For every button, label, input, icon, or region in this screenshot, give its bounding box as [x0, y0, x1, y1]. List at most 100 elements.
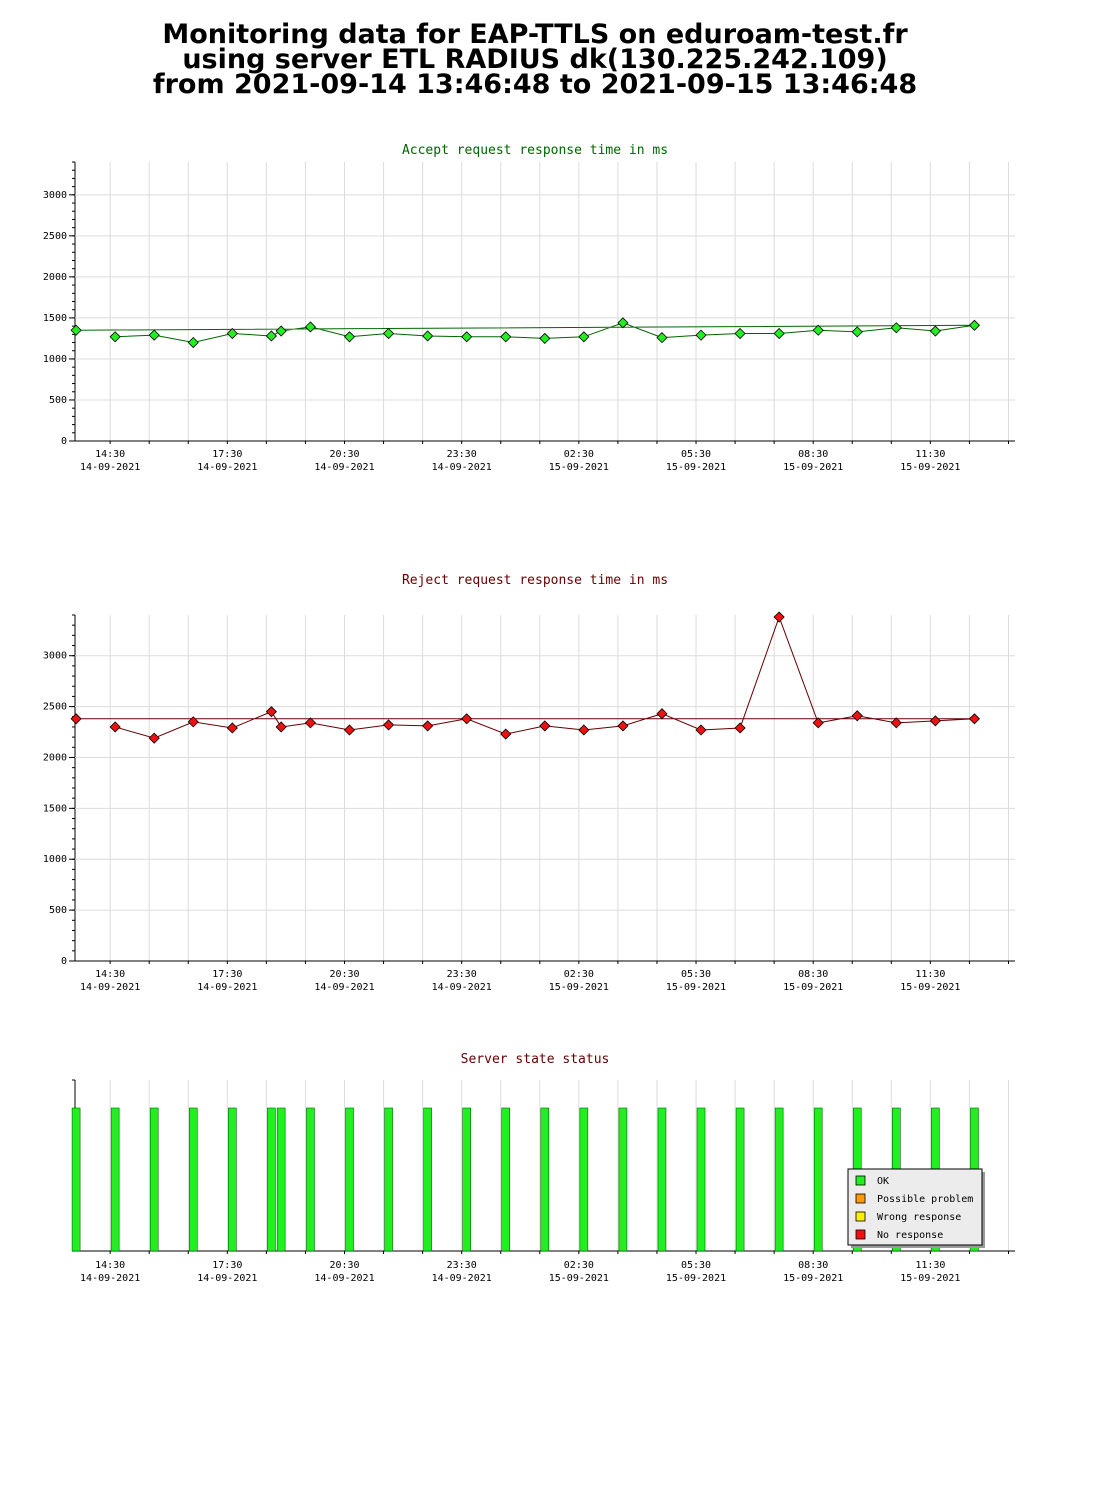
- series-line: [76, 615, 975, 739]
- data-point: [109, 331, 121, 343]
- data-point: [539, 332, 551, 344]
- y-tick-label: 500: [49, 395, 67, 406]
- legend-box: [847, 1168, 983, 1246]
- x-tick-label-date: 15-09-2021: [666, 982, 726, 993]
- x-tick-label-date: 15-09-2021: [783, 1273, 843, 1284]
- x-tick-label-date: 15-09-2021: [900, 1273, 960, 1284]
- data-point: [187, 336, 199, 349]
- data-point: [617, 720, 629, 732]
- data-point: [343, 724, 356, 736]
- title-line-3: from 2021-09-14 13:46:48 to 2021-09-15 1…: [152, 69, 918, 100]
- status-bar: [149, 1107, 159, 1252]
- legend-label: OK: [877, 1176, 889, 1187]
- data-point: [304, 717, 317, 729]
- y-tick-label: 500: [49, 905, 67, 916]
- data-point: [422, 720, 434, 732]
- y-tick-label: 1000: [43, 854, 67, 865]
- x-tick-label-date: 15-09-2021: [549, 982, 609, 993]
- status-bar: [579, 1107, 589, 1252]
- status-bar: [345, 1107, 354, 1252]
- status-bar: [735, 1107, 745, 1252]
- x-tick-label-time: 17:30: [212, 449, 242, 460]
- x-tick-label-time: 23:30: [447, 449, 477, 460]
- data-point: [578, 724, 590, 736]
- status-bar: [462, 1107, 471, 1252]
- data-point: [265, 706, 277, 718]
- x-tick-label-time: 23:30: [447, 969, 477, 980]
- status-bar: [228, 1107, 237, 1252]
- data-point: [812, 324, 824, 336]
- status-bar: [696, 1107, 706, 1252]
- data-point: [422, 330, 434, 342]
- series-line: [76, 322, 975, 344]
- data-point: [773, 611, 785, 623]
- title-line-2: using server ETL RADIUS dk(130.225.242.1…: [182, 44, 888, 75]
- x-tick-label-date: 14-09-2021: [197, 462, 257, 473]
- x-tick-label-date: 15-09-2021: [783, 462, 843, 473]
- status-bar: [71, 1107, 81, 1252]
- data-point: [851, 710, 863, 722]
- data-point: [461, 331, 473, 343]
- data-point: [275, 325, 287, 337]
- x-tick-label-time: 08:30: [798, 969, 828, 980]
- x-tick-label-time: 23:30: [447, 1260, 477, 1271]
- x-tick-label-time: 14:30: [95, 449, 125, 460]
- x-tick-label-time: 14:30: [95, 969, 125, 980]
- chart-title: Reject request response time in ms: [402, 573, 668, 588]
- data-point: [148, 329, 160, 341]
- data-point: [968, 713, 980, 725]
- data-point: [773, 327, 785, 340]
- x-tick-label-time: 14:30: [95, 1260, 125, 1271]
- x-tick-label-date: 14-09-2021: [314, 1273, 374, 1284]
- legend-label: Wrong response: [877, 1212, 961, 1223]
- y-tick-label: 2500: [43, 231, 67, 242]
- data-point: [70, 324, 82, 336]
- data-point: [890, 717, 902, 729]
- y-tick-label: 1500: [43, 313, 67, 324]
- x-tick-label-time: 02:30: [564, 969, 594, 980]
- data-point: [109, 721, 121, 733]
- data-point: [187, 716, 199, 728]
- data-point: [929, 325, 941, 337]
- x-tick-label-time: 05:30: [681, 1260, 711, 1271]
- x-tick-label-time: 17:30: [212, 1260, 242, 1271]
- status-bar: [501, 1107, 511, 1252]
- y-tick-label: 3000: [43, 651, 67, 662]
- x-tick-label-time: 02:30: [564, 449, 594, 460]
- data-point: [656, 708, 668, 720]
- data-point: [148, 732, 160, 744]
- x-tick-label-date: 15-09-2021: [666, 462, 726, 473]
- status-bar: [306, 1107, 315, 1252]
- x-tick-label-time: 11:30: [915, 1260, 945, 1271]
- y-tick-label: 3000: [43, 190, 67, 201]
- data-point: [812, 717, 824, 729]
- data-point: [304, 321, 317, 333]
- chart-2: Reject request response time in ms 14:30 1…: [43, 573, 1015, 993]
- status-bar: [110, 1107, 120, 1252]
- status-bar: [423, 1107, 432, 1252]
- data-point: [226, 722, 238, 734]
- data-point: [226, 327, 238, 340]
- y-tick-label: 2000: [43, 272, 67, 283]
- x-tick-label-date: 14-09-2021: [432, 1273, 492, 1284]
- data-point: [578, 331, 590, 343]
- x-tick-label-date: 15-09-2021: [549, 1273, 609, 1284]
- chart-1: Accept request response time in ms 14:30 1…: [43, 143, 1015, 473]
- x-tick-label-time: 17:30: [212, 969, 242, 980]
- data-point: [695, 329, 707, 341]
- y-tick-label: 2500: [43, 702, 67, 713]
- data-point: [851, 326, 863, 338]
- data-point: [734, 722, 746, 734]
- data-point: [382, 719, 395, 731]
- data-point: [968, 319, 980, 331]
- legend-label: No response: [877, 1230, 943, 1241]
- legend-swatch: [855, 1229, 866, 1240]
- x-tick-label-date: 15-09-2021: [900, 462, 960, 473]
- x-tick-label-date: 14-09-2021: [314, 462, 374, 473]
- data-point: [461, 713, 473, 725]
- x-tick-label-time: 11:30: [915, 969, 945, 980]
- x-tick-label-date: 15-09-2021: [666, 1273, 726, 1284]
- legend-swatch: [855, 1211, 866, 1222]
- status-bar: [813, 1107, 823, 1252]
